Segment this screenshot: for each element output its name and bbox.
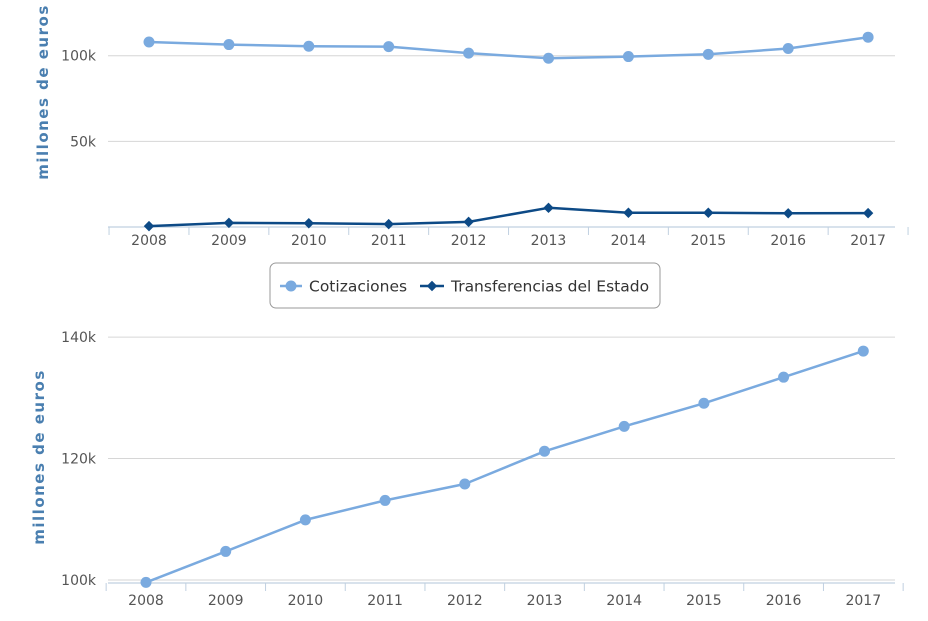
data-point: [223, 217, 235, 229]
x-tick-label: 2011: [367, 593, 403, 609]
data-point: [383, 41, 395, 53]
data-point: [623, 207, 634, 219]
data-point: [698, 397, 710, 409]
x-tick-label: 2017: [845, 593, 881, 609]
y-axis-title: millones de euros: [30, 369, 48, 544]
y-axis-title: millones de euros: [34, 4, 52, 179]
data-point: [143, 220, 155, 232]
data-point: [140, 576, 152, 588]
data-point: [463, 47, 475, 59]
legend-label: Cotizaciones: [309, 278, 407, 296]
legend-marker: [426, 280, 438, 292]
x-tick-label: 2009: [208, 593, 244, 609]
data-point: [379, 494, 391, 506]
legend-marker: [285, 280, 297, 292]
x-tick-label: 2008: [128, 593, 164, 609]
data-point: [618, 420, 630, 432]
x-tick-label: 2014: [606, 593, 642, 609]
y-tick-label: 50k: [70, 134, 97, 150]
legend-item: Transferencias del Estado: [420, 278, 649, 296]
data-point: [703, 207, 714, 219]
data-point: [862, 207, 874, 219]
x-tick-label: 2015: [686, 593, 722, 609]
data-point: [782, 43, 794, 55]
legend: Cotizaciones Transferencias del Estado: [269, 262, 661, 309]
series-line: [148, 35, 869, 60]
data-point: [459, 478, 471, 490]
data-point: [299, 514, 311, 526]
data-point: [383, 218, 394, 230]
data-point: [303, 40, 315, 52]
series-line: [145, 349, 864, 584]
y-tick-label: 120k: [61, 452, 97, 468]
data-point: [622, 51, 634, 63]
legend-item: Cotizaciones: [280, 278, 407, 296]
x-tick-label: 2013: [531, 233, 567, 249]
data-point: [857, 345, 869, 357]
x-tick-label: 2015: [690, 233, 726, 249]
x-tick-label: 2016: [770, 233, 806, 249]
data-point: [778, 371, 790, 383]
data-point: [702, 48, 714, 60]
data-point: [143, 36, 155, 48]
top-chart: 50k 100k 2008 2009 2010 2011 2012 2013 2014 2015 2…: [34, 4, 909, 249]
y-tick-label: 100k: [61, 49, 97, 65]
x-tick-label: 2013: [527, 593, 563, 609]
x-tick-label: 2017: [850, 233, 886, 249]
y-tick-label: 140k: [61, 330, 97, 346]
data-point: [543, 52, 554, 64]
x-tick-label: 2008: [131, 233, 167, 249]
data-point: [223, 39, 235, 51]
x-tick-label: 2012: [451, 233, 487, 249]
bottom-chart: 100k 120k 140k 2008 2009 2010 2011 2012 2013 2014…: [30, 330, 904, 609]
x-tick-label: 2011: [371, 233, 407, 249]
y-tick-label: 100k: [61, 573, 97, 589]
x-tick-label: 2010: [288, 593, 324, 609]
data-point: [782, 208, 794, 219]
legend-box: [269, 262, 661, 309]
legend-label: Transferencias del Estado: [450, 278, 649, 296]
x-tick-label: 2009: [211, 233, 247, 249]
x-tick-label: 2012: [447, 593, 483, 609]
x-tick-label: 2010: [291, 233, 327, 249]
series-line: [148, 206, 869, 228]
data-point: [220, 545, 232, 557]
data-point: [862, 31, 874, 43]
data-point: [539, 445, 550, 457]
x-tick-label: 2016: [766, 593, 802, 609]
x-tick-label: 2014: [611, 233, 647, 249]
data-point: [303, 218, 315, 229]
data-point: [543, 202, 554, 214]
data-point: [463, 216, 474, 228]
